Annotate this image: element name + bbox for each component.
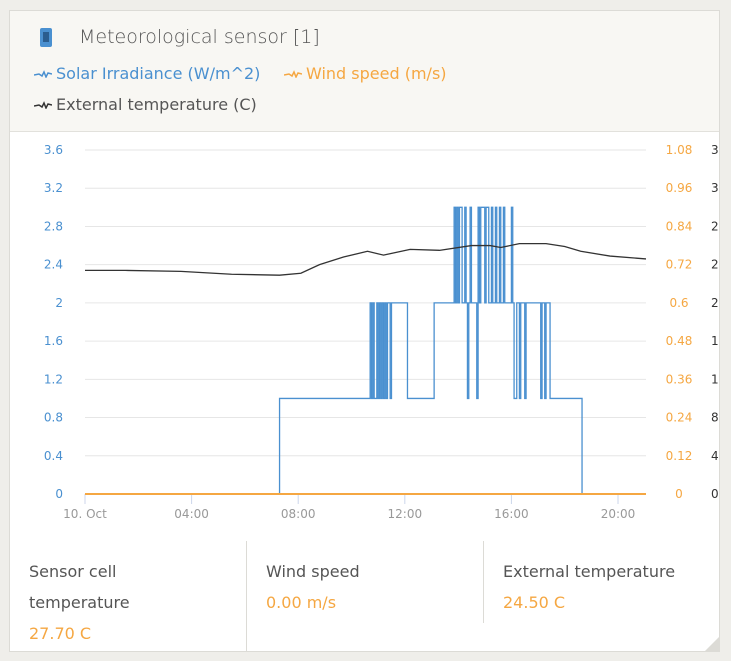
y-tick-label-solar: 0.8 <box>44 411 63 425</box>
divider <box>246 541 247 651</box>
series-line-solar <box>85 206 646 495</box>
y-tick-label-temp: 16 <box>711 334 720 348</box>
y-tick-label-solar: 1.6 <box>44 334 63 348</box>
x-tick-label: 16:00 <box>494 507 529 521</box>
y-tick-label-temp: 8 <box>711 411 719 425</box>
y-tick-label-wind: 0.96 <box>666 181 693 195</box>
y-tick-label-solar: 1.2 <box>44 372 63 386</box>
series-line-icon <box>284 69 302 78</box>
y-tick-label-temp: 0 <box>711 487 719 501</box>
stat-value: 0.00 m/s <box>266 593 337 612</box>
y-tick-label-wind: 0.48 <box>666 334 693 348</box>
x-tick-label: 08:00 <box>281 507 316 521</box>
legend-external-temperature[interactable]: External temperature (C) <box>34 95 257 114</box>
y-tick-label-solar: 0 <box>55 487 63 501</box>
y-tick-label-wind: 0.84 <box>666 219 693 233</box>
y-tick-label-wind: 0.24 <box>666 411 693 425</box>
series-line-temp <box>85 242 647 276</box>
legend-label: External temperature (C) <box>56 95 257 114</box>
x-tick-label: 04:00 <box>174 507 209 521</box>
y-tick-label-temp: 4 <box>711 449 719 463</box>
stat-value: 24.50 C <box>503 593 566 612</box>
y-tick-label-solar: 2.4 <box>44 258 63 272</box>
series-line-icon <box>34 69 52 78</box>
y-tick-label-temp: 24 <box>711 258 720 272</box>
widget-header: Meteorological sensor [1] Solar Irradian… <box>10 11 719 132</box>
y-tick-label-solar: 3.6 <box>44 143 63 157</box>
y-tick-label-solar: 0.4 <box>44 449 63 463</box>
series-line-icon <box>34 100 52 109</box>
x-tick-label: 12:00 <box>388 507 423 521</box>
stat-label: Wind speed <box>266 562 360 581</box>
y-tick-label-solar: 2.8 <box>44 219 63 233</box>
y-tick-label-temp: 32 <box>711 181 720 195</box>
y-tick-label-solar: 3.2 <box>44 181 63 195</box>
legend-wind-speed[interactable]: Wind speed (m/s) <box>284 64 447 83</box>
x-tick-label: 10. Oct <box>63 507 107 521</box>
y-tick-label-wind: 0 <box>675 487 683 501</box>
y-tick-label-wind: 0.6 <box>669 296 688 310</box>
stat-label: Sensor cell temperature <box>29 562 130 612</box>
x-tick-label: 20:00 <box>601 507 636 521</box>
y-tick-label-temp: 12 <box>711 372 720 386</box>
legend-label: Solar Irradiance (W/m^2) <box>56 64 261 83</box>
resize-handle[interactable] <box>705 637 719 651</box>
legend-solar-irradiance[interactable]: Solar Irradiance (W/m^2) <box>34 64 260 83</box>
y-tick-label-solar: 2 <box>55 296 63 310</box>
y-tick-label-wind: 1.08 <box>666 143 693 157</box>
y-tick-label-temp: 28 <box>711 219 720 233</box>
y-tick-label-temp: 20 <box>711 296 720 310</box>
chart[interactable]: 0 0 0 0.4 0.12 4 0.8 0.24 8 1.2 0.36 12 1.6 0.48 16 2 0.… <box>10 132 720 542</box>
legend-label: Wind speed (m/s) <box>306 64 447 83</box>
stat-value: 27.70 C <box>29 624 92 643</box>
stat-external-temperature: External temperature 24.50 C <box>503 556 675 618</box>
stat-label: External temperature <box>503 562 676 581</box>
stat-sensor-cell-temperature: Sensor cell temperature 27.70 C <box>29 556 229 649</box>
divider <box>483 541 484 623</box>
y-tick-label-wind: 0.12 <box>666 449 693 463</box>
stat-wind-speed: Wind speed 0.00 m/s <box>266 556 360 618</box>
y-tick-label-wind: 0.72 <box>666 258 693 272</box>
y-tick-label-temp: 36 <box>711 143 720 157</box>
y-tick-label-wind: 0.36 <box>666 372 693 386</box>
sensor-device-icon <box>40 28 52 47</box>
meteo-sensor-widget: Meteorological sensor [1] Solar Irradian… <box>9 10 720 652</box>
widget-title: Meteorological sensor [1] <box>79 26 320 48</box>
